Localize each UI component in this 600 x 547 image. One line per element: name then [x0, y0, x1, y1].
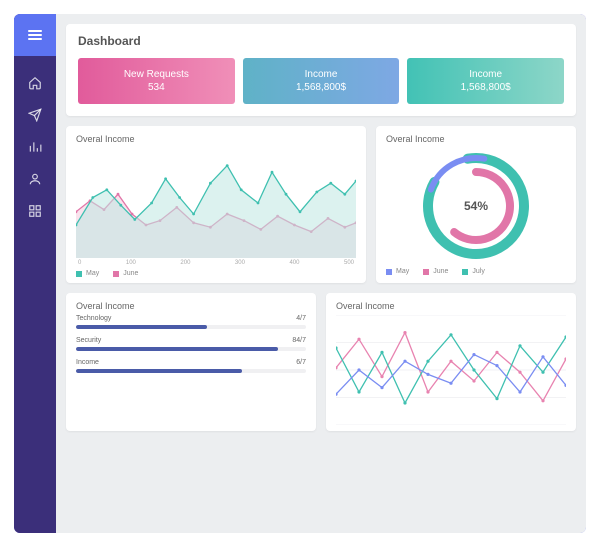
header-panel: Dashboard New Requests 534 Income 1,568,800…	[66, 24, 576, 116]
svg-text:54%: 54%	[464, 199, 488, 213]
bar-row: Income 6/7	[76, 359, 306, 373]
card-label: New Requests	[124, 69, 189, 80]
bar-label: Security	[76, 337, 101, 344]
legend-item: June	[113, 270, 138, 277]
bar-value: 4/7	[296, 315, 306, 322]
user-icon[interactable]	[28, 172, 42, 186]
bars-widget: Overal Income Technology 4/7 Security 84/7 I…	[66, 293, 316, 431]
sidebar	[14, 14, 56, 533]
stats-icon[interactable]	[28, 140, 42, 154]
line-chart-title: Overal Income	[336, 301, 566, 311]
card-label: Income	[305, 69, 338, 80]
legend-item: July	[462, 268, 484, 275]
donut-chart-widget: Overal Income 54% May June July	[376, 126, 576, 283]
bar-label: Technology	[76, 315, 111, 322]
content-area: Dashboard New Requests 534 Income 1,568,800…	[56, 14, 586, 533]
card-value: 1,568,800$	[296, 82, 346, 93]
donut-chart-title: Overal Income	[386, 134, 566, 144]
hamburger-icon	[28, 30, 42, 40]
stat-card-0[interactable]: New Requests 534	[78, 58, 235, 104]
menu-button[interactable]	[14, 14, 56, 56]
bar-row: Security 84/7	[76, 337, 306, 351]
line-chart-widget: Overal Income	[326, 293, 576, 431]
card-value: 1,568,800$	[461, 82, 511, 93]
bars-title: Overal Income	[76, 301, 306, 311]
send-icon[interactable]	[28, 108, 42, 122]
legend-item: May	[76, 270, 99, 277]
legend-item: May	[386, 268, 409, 275]
home-icon[interactable]	[28, 76, 42, 90]
stat-card-1[interactable]: Income 1,568,800$	[243, 58, 400, 104]
area-chart	[76, 148, 356, 258]
legend-item: June	[423, 268, 448, 275]
apps-icon[interactable]	[28, 204, 42, 218]
donut-chart: 54%	[416, 146, 536, 266]
area-chart-title: Overal Income	[76, 134, 356, 144]
bar-value: 6/7	[296, 359, 306, 366]
page-title: Dashboard	[78, 34, 564, 48]
bar-value: 84/7	[292, 337, 306, 344]
card-value: 534	[148, 82, 165, 93]
card-label: Income	[469, 69, 502, 80]
line-chart	[336, 315, 566, 425]
area-chart-widget: Overal Income 0100200300400500 MayJune	[66, 126, 366, 283]
stat-card-2[interactable]: Income 1,568,800$	[407, 58, 564, 104]
bar-label: Income	[76, 359, 99, 366]
bar-row: Technology 4/7	[76, 315, 306, 329]
